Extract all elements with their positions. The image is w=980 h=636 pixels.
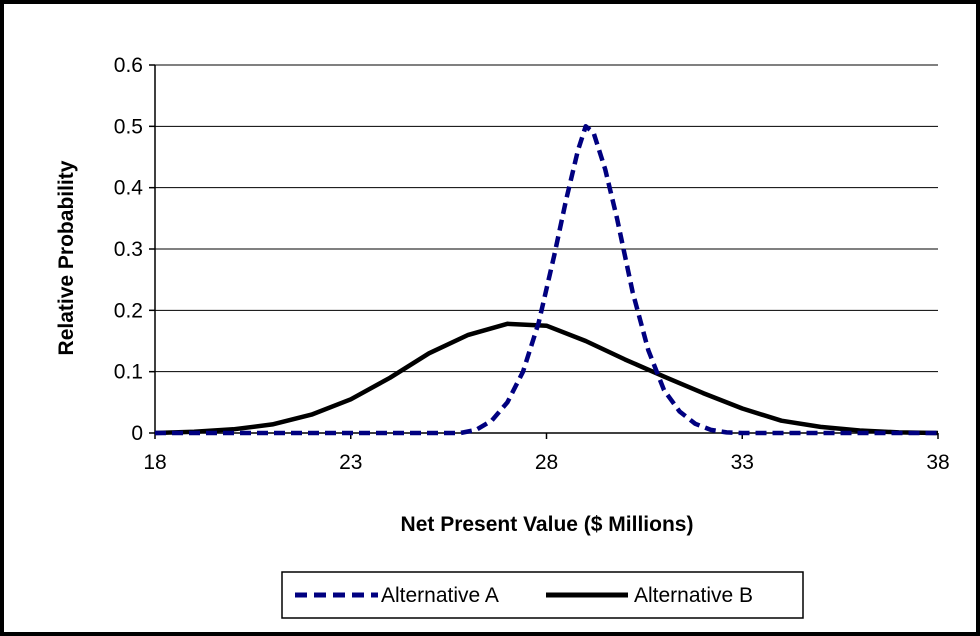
y-tick-label: 0.4 bbox=[114, 177, 144, 200]
y-tick-label: 0 bbox=[131, 422, 143, 445]
y-tick-label: 0.1 bbox=[114, 361, 143, 384]
x-tick-label: 18 bbox=[143, 451, 166, 474]
legend-label-alternative-a: Alternative A bbox=[381, 584, 499, 607]
x-tick-labels: 18 23 28 33 38 bbox=[143, 451, 949, 474]
legend-box bbox=[281, 571, 804, 619]
x-tick-label: 33 bbox=[731, 451, 754, 474]
y-tick-label: 0.6 bbox=[114, 54, 143, 77]
series-line-alternative-b bbox=[154, 321, 939, 436]
y-axis-title: Relative Probability bbox=[55, 160, 78, 355]
y-tick-label: 0.3 bbox=[114, 238, 143, 261]
y-tick-label: 0.2 bbox=[114, 299, 143, 322]
x-tick-label: 28 bbox=[535, 451, 558, 474]
gridlines bbox=[155, 64, 938, 373]
x-axis-title: Net Present Value ($ Millions) bbox=[401, 513, 694, 536]
series-lines bbox=[154, 124, 939, 436]
legend: Alternative A Alternative B bbox=[281, 571, 804, 619]
x-tick-label: 38 bbox=[926, 451, 949, 474]
y-tick-labels: 0 0.1 0.2 0.3 0.4 0.5 0.6 bbox=[114, 54, 144, 445]
legend-label-alternative-b: Alternative B bbox=[634, 584, 753, 607]
y-tick-label: 0.5 bbox=[114, 115, 143, 138]
series-line-alternative-a bbox=[155, 124, 938, 436]
x-tick-label: 23 bbox=[339, 451, 362, 474]
